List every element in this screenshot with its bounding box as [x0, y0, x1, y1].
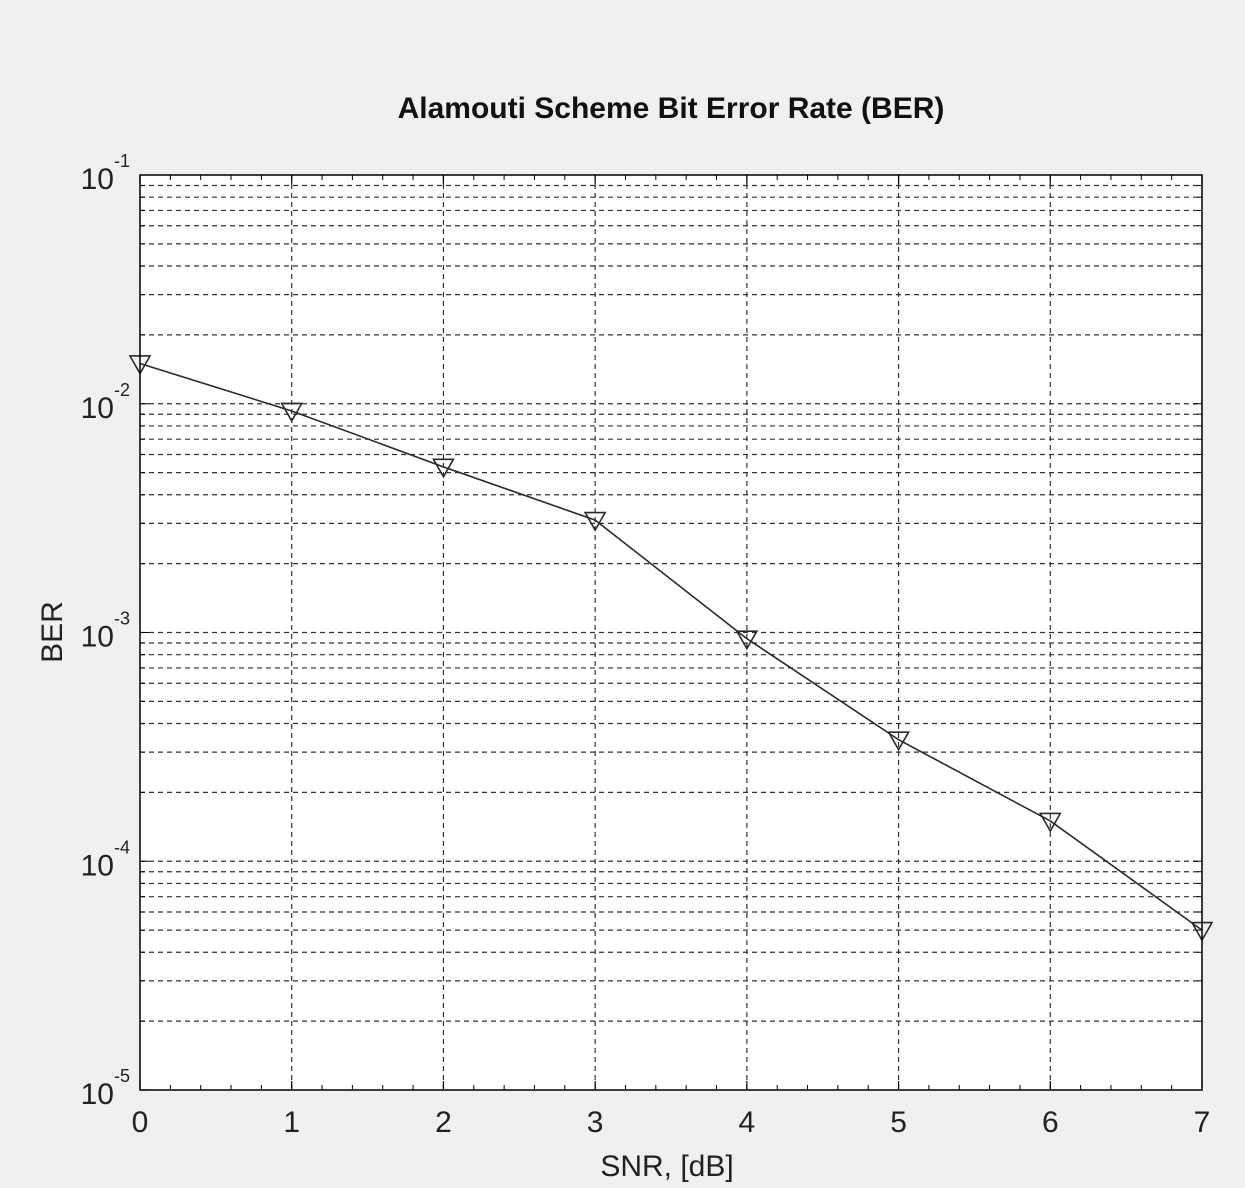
x-axis-label: SNR, [dB] — [600, 1150, 733, 1183]
series-line — [139, 362, 1203, 931]
data-point-marker — [280, 402, 304, 423]
y-tick-labels: 10-110-210-310-410-5 — [81, 151, 130, 1111]
x-tick-label: 2 — [435, 1106, 452, 1139]
y-tick-label-exponent: -1 — [114, 151, 130, 171]
y-tick-label-exponent: -4 — [114, 837, 130, 857]
data-point-marker — [583, 511, 607, 532]
grid — [140, 175, 1202, 1090]
data-point-marker — [432, 458, 455, 479]
x-tick-label: 5 — [890, 1106, 907, 1139]
y-tick-label-exponent: -2 — [114, 380, 130, 400]
x-tick-labels: 0 1 2 3 4 5 6 7 — [132, 1106, 1211, 1139]
x-tick-label: 7 — [1194, 1106, 1211, 1139]
y-tick-label-exponent: -3 — [114, 609, 130, 629]
y-tick-label-base: 10 — [81, 1078, 114, 1111]
x-tick-label: 6 — [1042, 1106, 1059, 1139]
y-tick-label-exponent: -5 — [114, 1066, 130, 1086]
data-series — [128, 355, 1214, 942]
y-tick-label-base: 10 — [81, 849, 114, 882]
chart-title: Alamouti Scheme Bit Error Rate (BER) — [398, 92, 945, 125]
x-tick-label: 1 — [283, 1106, 300, 1139]
plot-frame — [139, 174, 1203, 1091]
y-tick-label-base: 10 — [81, 621, 114, 654]
data-point-marker — [735, 630, 759, 651]
y-tick-label-base: 10 — [81, 163, 114, 196]
x-tick-label: 4 — [739, 1106, 756, 1139]
axis-ticks — [139, 175, 1203, 1091]
data-point-marker — [1038, 812, 1062, 833]
x-tick-label: 0 — [132, 1106, 149, 1139]
y-axis-label: BER — [36, 601, 69, 663]
x-tick-label: 3 — [587, 1106, 604, 1139]
y-tick-label-base: 10 — [81, 392, 114, 425]
data-point-marker — [887, 731, 910, 752]
